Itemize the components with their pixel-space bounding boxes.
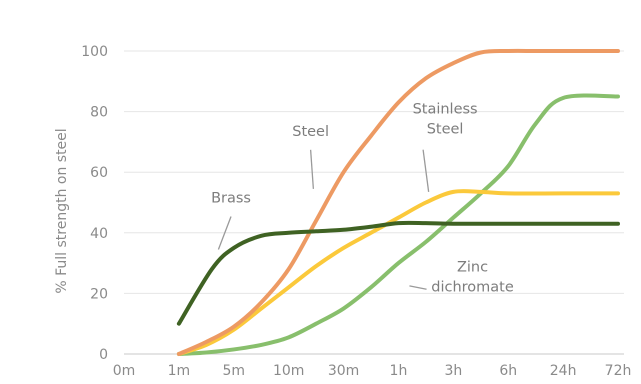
y-tick-label: 80 [90,105,108,121]
x-tick-label: 24h [550,363,577,379]
annotation-label: Stainless [413,102,478,118]
series-line-zinc-dichromate [176,93,620,356]
annotation-label: Steel [292,124,329,140]
annotation-label: Steel [427,122,464,138]
annotations: Brass Steel Stainless Steel Zinc dichromate [211,102,514,296]
x-tick-label: 6h [499,363,517,379]
y-tick-label: 20 [90,286,108,302]
series-line-brass [176,220,620,326]
x-tick-label: 1h [390,363,408,379]
grid [124,50,624,355]
x-tick-label: 5m [223,363,246,379]
x-tick-label: 1m [168,363,191,379]
series-line-stainless-steel [176,189,620,356]
y-axis-label: % Full strength on steel [54,128,70,293]
axes: % Full strength on steel 0 20 40 60 80 100 0m 1… [54,44,631,379]
series-line-steel [176,48,620,356]
annotation-label: Brass [211,191,251,207]
x-tick-label: 0m [113,363,136,379]
annotation-leader [422,149,430,192]
y-tick-label: 100 [81,44,108,60]
x-tick-label: 30m [328,363,359,379]
annotation-label: dichromate [431,279,514,295]
annotation-leader [309,149,315,189]
series [176,48,620,356]
x-tick-label: 72h [605,363,632,379]
annotation-label: Zinc [457,259,488,275]
y-tick-label: 40 [90,226,108,242]
x-tick-label: 10m [273,363,304,379]
x-tick-label: 3h [444,363,462,379]
annotation-leader [409,285,427,290]
y-tick-label: 0 [99,347,108,363]
annotation-leader [217,216,232,250]
y-tick-label: 60 [90,165,108,181]
